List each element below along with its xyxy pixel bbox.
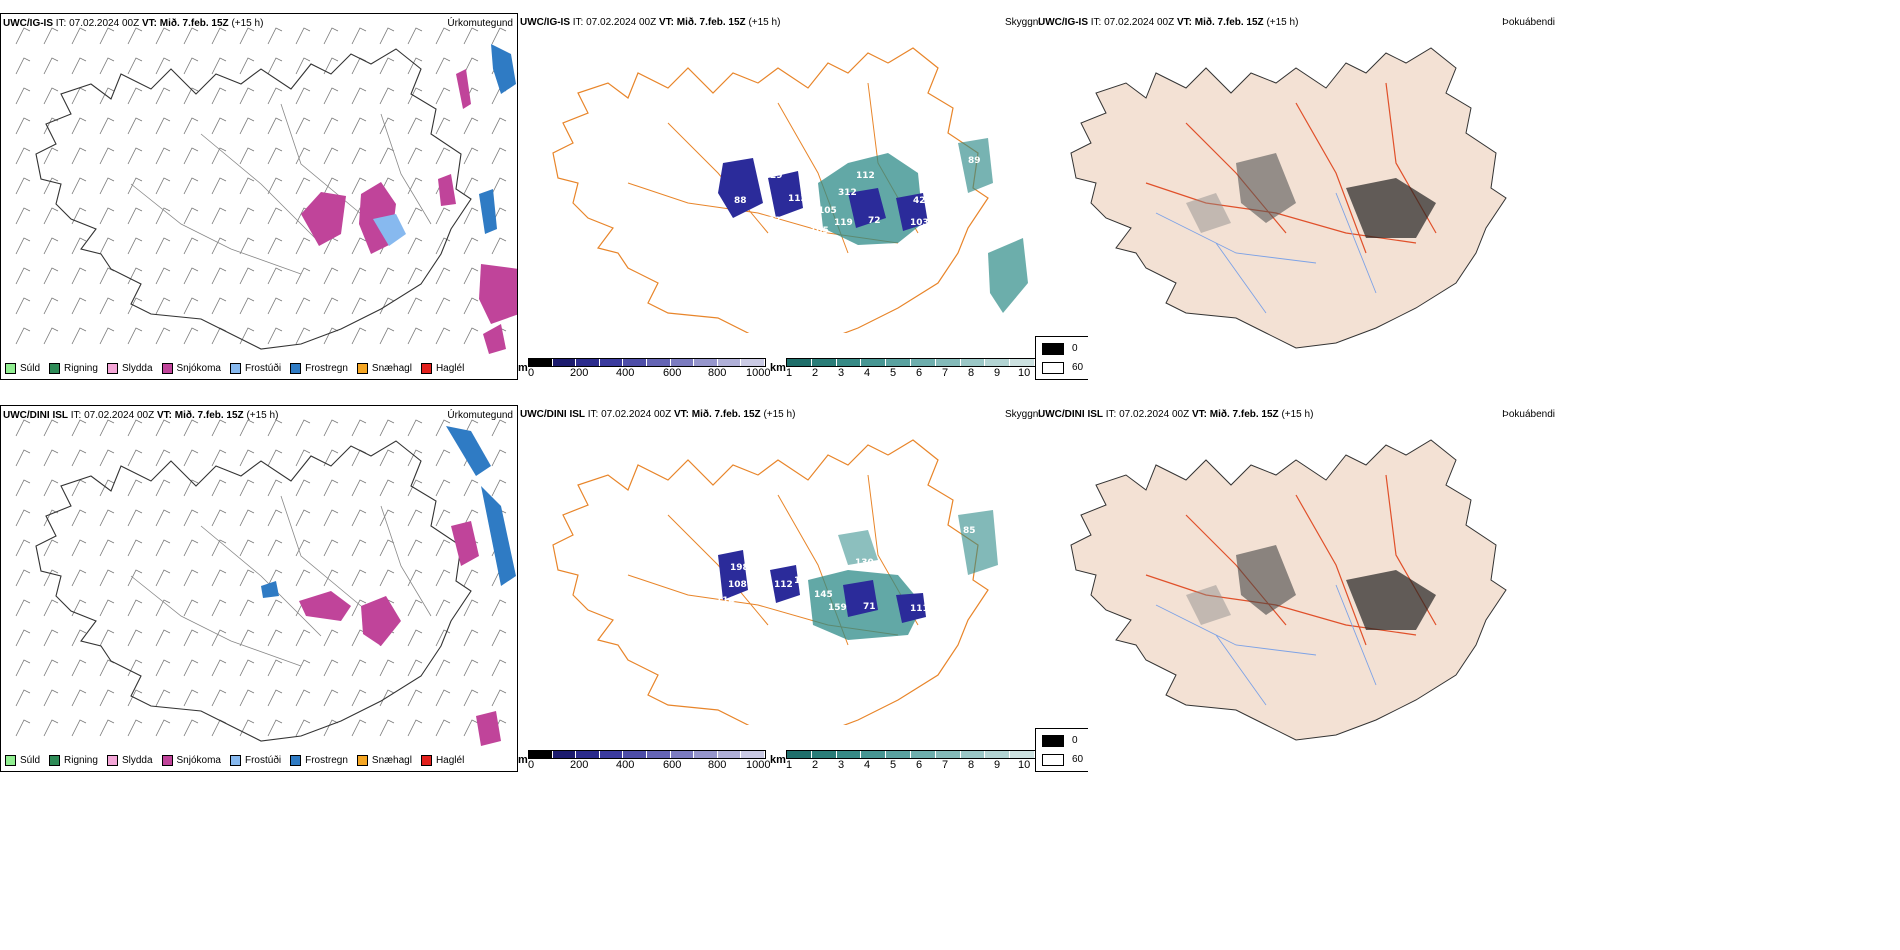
fog-panel-row1: UWC/IG-IS IT: 07.02.2024 00Z VT: Mið. 7.… bbox=[1036, 13, 1555, 380]
visibility-panel-row1: UWC/IG-IS IT: 07.02.2024 00Z VT: Mið. 7.… bbox=[518, 13, 1088, 380]
cloud-height-label: 103 bbox=[910, 218, 929, 228]
legend-item: Haglél bbox=[420, 754, 464, 766]
cloud-height-label: 159 bbox=[828, 603, 847, 613]
panel-title: UWC/IG-IS IT: 07.02.2024 00Z VT: Mið. 7.… bbox=[3, 18, 264, 29]
cloud-height-label: 123 bbox=[762, 216, 781, 226]
cloud-height-label: 71 bbox=[863, 602, 876, 612]
panel-type-label: Þokuábendi bbox=[1502, 17, 1555, 28]
cloud-height-label: 112 bbox=[774, 580, 793, 590]
visibility-map: 198 108 130 112 10 114 145 159 71 111 85 bbox=[552, 439, 998, 725]
panel-type-label: Úrkomutegund bbox=[447, 18, 513, 29]
legend-item: Frostúði bbox=[229, 754, 281, 766]
panel-type-label: Skyggni bbox=[1005, 409, 1041, 420]
panel-type-label: Skyggni bbox=[1005, 17, 1041, 28]
legend-item: Rigning bbox=[49, 362, 98, 374]
legend-item: Rigning bbox=[49, 754, 98, 766]
height-colorbar: 0 200 400 600 800 1000 bbox=[528, 358, 770, 379]
cloud-height-label: 42 bbox=[913, 196, 926, 206]
precip-legend: Súld Rigning Slydda Snjókoma Frostúði Fr… bbox=[5, 360, 464, 376]
fog-key: 0 60 bbox=[1035, 728, 1088, 772]
legend-item: Haglél bbox=[420, 362, 464, 374]
cloud-height-label: 145 bbox=[814, 590, 833, 600]
legend-item: Slydda bbox=[106, 754, 153, 766]
height-colorbar: 0 200 400 600 800 1000 bbox=[528, 750, 770, 771]
fog-panel-row2: UWC/DINI ISL IT: 07.02.2024 00Z VT: Mið.… bbox=[1036, 405, 1555, 772]
panel-type-label: Þokuábendi bbox=[1502, 409, 1555, 420]
panel-title: UWC/DINI ISL IT: 07.02.2024 00Z VT: Mið.… bbox=[3, 410, 279, 421]
cloud-height-label: 119 bbox=[834, 218, 853, 228]
precip-map bbox=[15, 419, 516, 746]
fog-key: 0 60 bbox=[1035, 336, 1088, 380]
legend-item: Frostúði bbox=[229, 362, 281, 374]
panel-title: UWC/DINI ISL IT: 07.02.2024 00Z VT: Mið.… bbox=[520, 409, 796, 420]
legend-item: Súld bbox=[5, 362, 40, 374]
legend-item: Frostregn bbox=[290, 362, 348, 374]
cloud-height-label: 112 bbox=[856, 171, 875, 181]
panel-title: UWC/IG-IS IT: 07.02.2024 00Z VT: Mið. 7.… bbox=[520, 17, 781, 28]
panel-title: UWC/IG-IS IT: 07.02.2024 00Z VT: Mið. 7.… bbox=[1038, 17, 1299, 28]
cloud-height-label: 88 bbox=[734, 196, 747, 206]
legend-item: Súld bbox=[5, 754, 40, 766]
legend-item: Slydda bbox=[106, 362, 153, 374]
visibility-map: 29 112 312 88 105 113 42 123 119 105 72 … bbox=[552, 47, 1028, 333]
cloud-height-label: 113 bbox=[788, 194, 807, 204]
cloud-height-label: 130 bbox=[855, 558, 874, 568]
precip-type-panel-row2: UWC/DINI ISL IT: 07.02.2024 00Z VT: Mið.… bbox=[0, 405, 518, 772]
height-unit: m bbox=[518, 754, 528, 766]
fog-map bbox=[1070, 439, 1507, 741]
panel-title: UWC/DINI ISL IT: 07.02.2024 00Z VT: Mið.… bbox=[1038, 409, 1314, 420]
wind-barb-icon bbox=[15, 419, 507, 737]
cloud-height-label: 111 bbox=[910, 604, 929, 614]
panel-type-label: Úrkomutegund bbox=[447, 410, 513, 421]
legend-item: Frostregn bbox=[290, 754, 348, 766]
visibility-unit: km bbox=[770, 362, 786, 374]
cloud-height-label: 108 bbox=[728, 580, 747, 590]
cloud-height-label: 10 bbox=[794, 576, 807, 586]
cloud-height-label: 72 bbox=[868, 216, 881, 226]
cloud-height-label: 198 bbox=[730, 563, 749, 573]
height-unit: m bbox=[518, 362, 528, 374]
cloud-height-label: 312 bbox=[838, 188, 857, 198]
fog-map bbox=[1070, 47, 1507, 349]
cloud-height-label: 85 bbox=[963, 526, 976, 536]
legend-item: Snjókoma bbox=[161, 754, 221, 766]
cloud-height-label: 105 bbox=[818, 206, 837, 216]
precip-legend: Súld Rigning Slydda Snjókoma Frostúði Fr… bbox=[5, 752, 464, 768]
wind-barb-icon bbox=[15, 27, 507, 345]
visibility-colorbar: 1 2 3 4 5 6 7 8 9 10 bbox=[786, 358, 1036, 379]
legend-item: Snæhagl bbox=[356, 362, 412, 374]
visibility-unit: km bbox=[770, 754, 786, 766]
legend-item: Snæhagl bbox=[356, 754, 412, 766]
precip-map bbox=[15, 27, 517, 354]
visibility-colorbar: 1 2 3 4 5 6 7 8 9 10 bbox=[786, 750, 1036, 771]
visibility-panel-row2: UWC/DINI ISL IT: 07.02.2024 00Z VT: Mið.… bbox=[518, 405, 1088, 772]
cloud-height-label: 114 bbox=[716, 596, 735, 606]
legend-item: Snjókoma bbox=[161, 362, 221, 374]
cloud-height-label: 89 bbox=[968, 156, 981, 166]
precip-type-panel-row1: UWC/IG-IS IT: 07.02.2024 00Z VT: Mið. 7.… bbox=[0, 13, 518, 380]
cloud-height-label: 29 bbox=[770, 171, 783, 181]
cloud-height-label: 105 bbox=[810, 226, 829, 236]
